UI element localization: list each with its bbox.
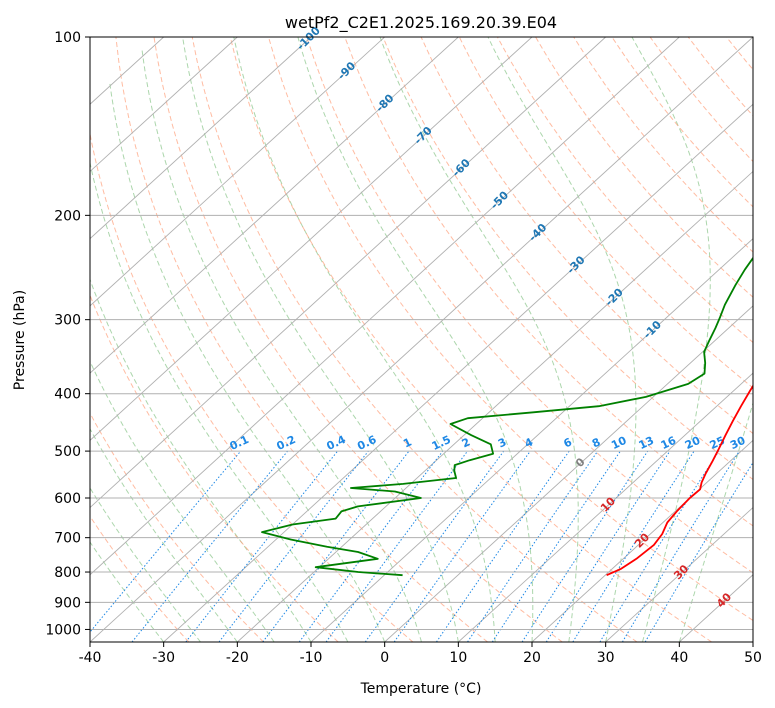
- mixing-ratio-line: [435, 450, 570, 642]
- isotherm: [90, 37, 385, 307]
- mixing-ratio-label: 30: [728, 434, 748, 452]
- moist-adiabat: [90, 278, 312, 642]
- mixing-ratio-line: [131, 450, 288, 642]
- x-tick-label: 30: [597, 650, 615, 666]
- plot-frame: [89, 36, 754, 643]
- isotherm: [90, 37, 533, 441]
- isotherm: [90, 37, 680, 576]
- moist-adiabat: [90, 160, 349, 642]
- isotherm: [90, 37, 459, 374]
- y-tick-label: 100: [54, 30, 81, 46]
- mixing-ratio-line: [325, 450, 468, 642]
- isotherm: [384, 305, 753, 642]
- dry-adiabat: [90, 412, 264, 642]
- isotherm: [163, 103, 753, 642]
- mixing-ratio-line: [467, 450, 599, 642]
- mixing-ratio-label: 20: [683, 434, 703, 452]
- moist-adiabat: [90, 427, 238, 642]
- isotherm: [531, 439, 753, 642]
- y-tick-label: 500: [54, 444, 81, 460]
- x-tick-label: 50: [744, 650, 762, 666]
- moist-adiabat: [678, 401, 753, 642]
- isotherm: [90, 37, 753, 642]
- isotherm: [605, 506, 753, 642]
- x-tick-label: -10: [300, 650, 323, 666]
- moist-adiabat: [631, 37, 711, 642]
- x-tick-label: -40: [79, 650, 102, 666]
- moist-adiabat: [379, 37, 579, 642]
- moist-adiabat: [487, 37, 637, 642]
- moist-adiabat: [141, 49, 422, 642]
- mixing-ratio-line: [545, 450, 671, 642]
- dry-adiabat: [115, 37, 488, 642]
- mixing-ratio-line: [491, 450, 621, 642]
- x-tick-label: 20: [523, 650, 541, 666]
- y-tick-label: 800: [54, 565, 81, 581]
- y-tick-label: 400: [54, 387, 81, 403]
- mixing-ratio-line: [393, 450, 531, 642]
- x-axis-ticks: -40 -30 -20 -10 0 10 20 30 40 50: [79, 642, 762, 666]
- dry-adiabat: [420, 37, 753, 435]
- moist-adiabat: [182, 37, 459, 642]
- y-tick-label: 1000: [45, 622, 81, 638]
- mixing-ratio-label: 10: [609, 434, 629, 452]
- moist-adiabat: [297, 37, 534, 642]
- y-tick-label: 700: [54, 531, 81, 547]
- isotherm: [90, 37, 312, 240]
- dry-adiabat: [191, 37, 638, 642]
- dry-adiabat: [496, 37, 753, 344]
- dry-adiabat: [535, 37, 753, 298]
- x-tick-label: 10: [449, 650, 467, 666]
- isotherm: [90, 37, 606, 509]
- y-axis-ticks: 100 200 300 400 500 600 700 800 900 1000: [45, 30, 90, 638]
- moist-adiabat: [90, 487, 201, 642]
- isotherm: [237, 170, 753, 642]
- mixing-ratio-line: [621, 450, 740, 642]
- x-tick-label: 0: [380, 650, 389, 666]
- mixing-ratio-label: 25: [708, 434, 727, 452]
- dry-adiabat: [306, 37, 753, 574]
- moist-adiabat: [233, 37, 496, 642]
- x-axis-label: Temperature (°C): [360, 681, 482, 697]
- dry-adiabat: [268, 37, 753, 622]
- mixing-ratio-line: [572, 450, 695, 642]
- mixing-ratio-line: [262, 450, 410, 642]
- isotherm: [310, 238, 753, 642]
- isotherm: [90, 37, 238, 173]
- profiles: [261, 256, 753, 577]
- x-tick-label: -20: [226, 650, 249, 666]
- mixing-ratio-line: [218, 450, 369, 642]
- mixing-ratio-line: [599, 450, 720, 642]
- mixing-ratio-line: [298, 450, 444, 642]
- y-tick-label: 600: [54, 491, 81, 507]
- background-lines: [90, 37, 753, 642]
- isotherm: [458, 372, 753, 642]
- dewpoint-profile: [261, 256, 753, 577]
- temperature-profile: [606, 384, 753, 577]
- y-tick-label: 300: [54, 313, 81, 329]
- x-tick-label: -30: [152, 650, 175, 666]
- mixing-ratio-line: [644, 461, 753, 642]
- dry-adiabat: [382, 37, 753, 481]
- mixing-ratio-line: [521, 450, 649, 642]
- mixing-ratio-line: [364, 450, 505, 642]
- chart-title: wetPf2_C2E1.2025.169.20.39.E04: [285, 13, 557, 33]
- y-tick-label: 900: [54, 595, 81, 611]
- y-axis-label: Pressure (hPa): [12, 290, 28, 390]
- mixing-ratio-label: 13: [637, 434, 656, 452]
- x-tick-label: 40: [670, 650, 688, 666]
- y-tick-label: 200: [54, 208, 81, 224]
- dry-adiabat: [153, 37, 563, 642]
- mixing-ratio-label: 16: [659, 434, 679, 452]
